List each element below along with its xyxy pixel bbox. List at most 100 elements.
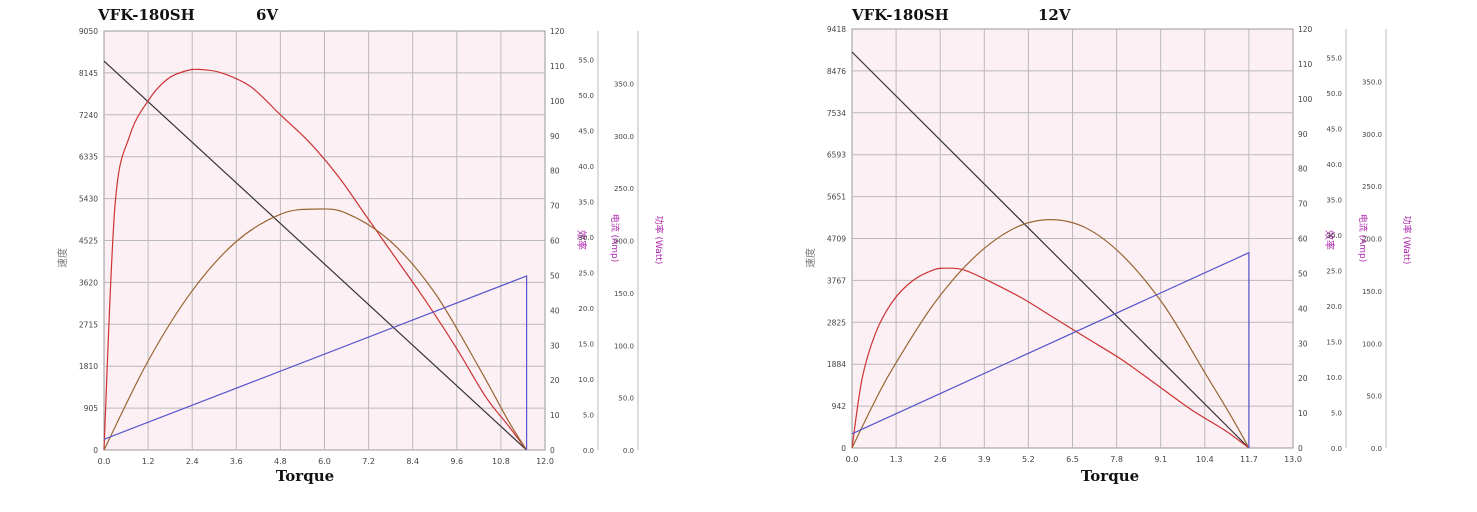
speed-tick-label: 8145 [79, 69, 98, 78]
current-tick-label: 20.0 [578, 305, 594, 313]
speed-tick-label: 9050 [79, 27, 98, 36]
speed-tick-label: 942 [832, 402, 847, 411]
efficiency-tick-label: 90 [550, 132, 560, 141]
chart-subtitle: 12V [1038, 6, 1071, 24]
x-tick-label: 12.0 [536, 457, 554, 466]
current-tick-label: 20.0 [1326, 303, 1342, 311]
x-tick-label: 9.1 [1154, 455, 1167, 464]
x-tick-label: 0.0 [98, 457, 111, 466]
speed-tick-label: 1810 [79, 362, 98, 371]
power-axis-label: 功率 (Watt) [653, 216, 665, 265]
x-tick-label: 0.0 [846, 455, 859, 464]
current-tick-label: 45.0 [1326, 125, 1342, 133]
x-tick-label: 13.0 [1284, 455, 1302, 464]
current-tick-label: 15.0 [578, 340, 594, 348]
x-tick-label: 1.3 [890, 455, 903, 464]
current-axis-label: 电流 (Amp) [609, 214, 621, 263]
efficiency-axis-label: 效率 [1323, 230, 1336, 250]
x-tick-label: 2.6 [934, 455, 947, 464]
efficiency-tick-label: 120 [1298, 25, 1313, 34]
efficiency-tick-label: 110 [550, 62, 565, 71]
efficiency-tick-label: 30 [1298, 339, 1308, 348]
current-tick-label: 15.0 [1326, 338, 1342, 346]
current-curve [851, 251, 1250, 448]
power-tick-label: 300.0 [1362, 131, 1382, 139]
x-tick-label: 8.4 [406, 457, 419, 466]
x-tick-label: 11.7 [1240, 455, 1258, 464]
power-axis-label: 功率 (Watt) [1401, 216, 1413, 265]
efficiency-tick-label: 40 [550, 306, 560, 315]
power-tick-label: 250.0 [614, 185, 634, 193]
current-tick-label: 10.0 [1326, 374, 1342, 382]
efficiency-tick-label: 70 [1298, 200, 1308, 209]
speed-tick-label: 7240 [79, 111, 98, 120]
speed-tick-label: 3620 [79, 278, 98, 287]
power-curve [851, 218, 1250, 449]
x-tick-label: 7.8 [1110, 455, 1123, 464]
speed-tick-label: 905 [84, 404, 99, 413]
speed-tick-label: 1884 [827, 360, 846, 369]
power-tick-label: 350.0 [1362, 78, 1382, 86]
power-tick-label: 100.0 [614, 342, 634, 350]
current-tick-label: 50.0 [1326, 90, 1342, 98]
chart-plot: 0.0 1.2 2.4 3.6 4.8 6.0 7.2 8.4 9.6 10.8 12.0 0 905 1… [56, 27, 665, 466]
current-tick-label: 35.0 [1326, 196, 1342, 204]
current-tick-label: 30.0 [1326, 232, 1342, 240]
efficiency-tick-label: 80 [550, 167, 560, 176]
efficiency-axis-label: 效率 [575, 230, 588, 250]
efficiency-tick-label: 50 [1298, 269, 1308, 278]
efficiency-tick-label: 10 [1298, 409, 1308, 418]
current-axis-label: 电流 (Amp) [1357, 214, 1369, 263]
x-tick-label: 1.2 [142, 457, 155, 466]
efficiency-curve [851, 267, 1250, 449]
chart-subtitle: 6V [256, 6, 279, 24]
efficiency-tick-label: 60 [1298, 235, 1308, 244]
power-tick-label: 50.0 [1366, 393, 1382, 401]
x-axis-label: Torque [275, 467, 335, 485]
current-tick-label: 55.0 [578, 56, 594, 64]
efficiency-tick-label: 20 [550, 376, 560, 385]
power-tick-label: 50.0 [618, 395, 634, 403]
efficiency-tick-label: 100 [1298, 95, 1313, 104]
efficiency-tick-label: 50 [550, 271, 560, 280]
speed-tick-label: 5430 [79, 195, 98, 204]
power-curve [103, 208, 528, 451]
power-tick-label: 0.0 [1371, 445, 1382, 453]
speed-curve [851, 51, 1250, 449]
x-tick-label: 9.6 [450, 457, 463, 466]
current-tick-label: 25.0 [578, 269, 594, 277]
speed-tick-label: 0 [841, 444, 846, 453]
power-tick-label: 150.0 [1362, 288, 1382, 296]
power-tick-label: 150.0 [614, 290, 634, 298]
speed-tick-label: 4525 [79, 237, 98, 246]
efficiency-tick-label: 80 [1298, 165, 1308, 174]
efficiency-tick-label: 110 [1298, 60, 1313, 69]
chart-title: VFK-180SH [98, 6, 195, 24]
efficiency-tick-label: 10 [550, 411, 560, 420]
power-tick-label: 200.0 [1362, 236, 1382, 244]
x-tick-label: 5.2 [1022, 455, 1035, 464]
power-tick-label: 350.0 [614, 80, 634, 88]
current-tick-label: 40.0 [1326, 161, 1342, 169]
current-tick-label: 55.0 [1326, 54, 1342, 62]
chart-plot: 0.0 1.3 2.6 3.9 5.2 6.5 7.8 9.1 10.4 11.7 13.0 0 942… [804, 25, 1413, 464]
current-tick-label: 5.0 [1331, 409, 1342, 417]
x-tick-label: 2.4 [186, 457, 199, 466]
current-tick-label: 30.0 [578, 234, 594, 242]
speed-tick-label: 2715 [79, 320, 98, 329]
efficiency-tick-label: 0 [550, 446, 555, 455]
efficiency-tick-label: 100 [550, 97, 565, 106]
chart-panel-6v: VFK-180SH 6V Torque 0.0 1.2 2.4 3.6 4.8 6.0 7.… [0, 0, 700, 512]
speed-tick-label: 5651 [827, 193, 846, 202]
speed-tick-label: 6593 [827, 151, 846, 160]
x-tick-label: 3.6 [230, 457, 243, 466]
current-tick-label: 0.0 [1331, 445, 1342, 453]
speed-tick-label: 3767 [827, 276, 846, 285]
x-tick-label: 6.0 [318, 457, 331, 466]
power-tick-label: 250.0 [1362, 183, 1382, 191]
current-tick-label: 25.0 [1326, 267, 1342, 275]
chart-panel-12v: VFK-180SH 12V Torque 0.0 1.3 2.6 3.9 5.2 6.5 7… [740, 0, 1477, 512]
x-axis-label: Torque [1080, 467, 1140, 485]
speed-tick-label: 2825 [827, 318, 846, 327]
efficiency-tick-label: 90 [1298, 130, 1308, 139]
